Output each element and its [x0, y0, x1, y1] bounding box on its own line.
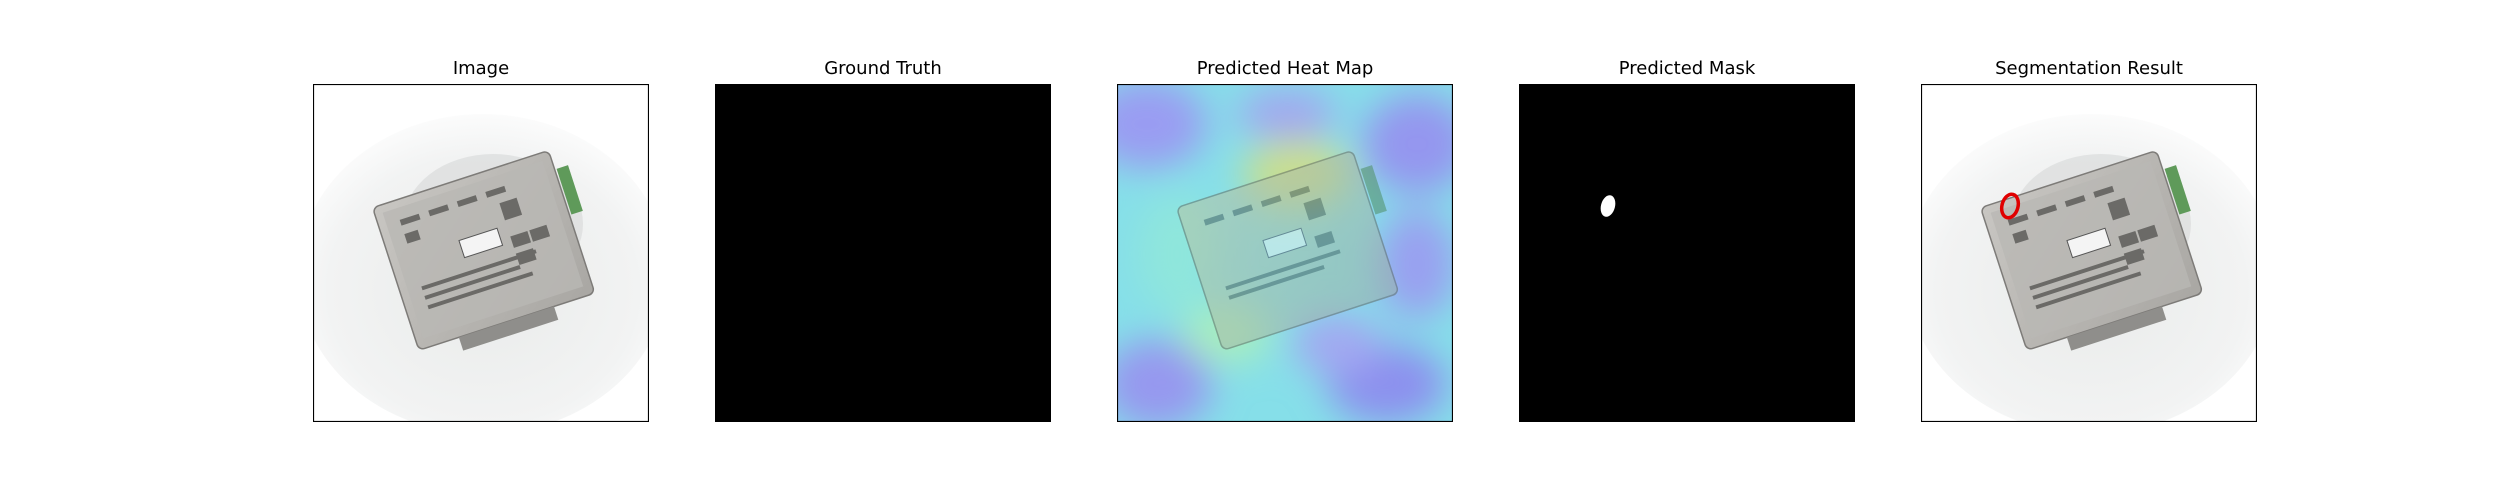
panel-title-ground-truth: Ground Truth	[824, 58, 942, 79]
panel-title-heat-map: Predicted Heat Map	[1196, 58, 1374, 79]
segmentation-result-panel	[1921, 84, 2257, 422]
image-panel	[313, 84, 649, 422]
panel-title-image: Image	[452, 58, 510, 79]
segmentation-outline	[1999, 192, 2021, 220]
predicted-mask	[1519, 84, 1855, 422]
heat-map-panel	[1117, 84, 1453, 422]
ground-truth-panel	[715, 84, 1051, 422]
ground-truth-mask	[715, 84, 1051, 422]
panel-title-predicted-mask: Predicted Mask	[1618, 58, 1756, 79]
mask-blob	[1600, 195, 1616, 217]
heat-map-overlay	[1117, 84, 1453, 422]
panel-title-segmentation-result: Segmentation Result	[1995, 58, 2183, 79]
segmentation-result	[1921, 84, 2257, 422]
device-photo	[313, 84, 649, 422]
predicted-mask-panel	[1519, 84, 1855, 422]
